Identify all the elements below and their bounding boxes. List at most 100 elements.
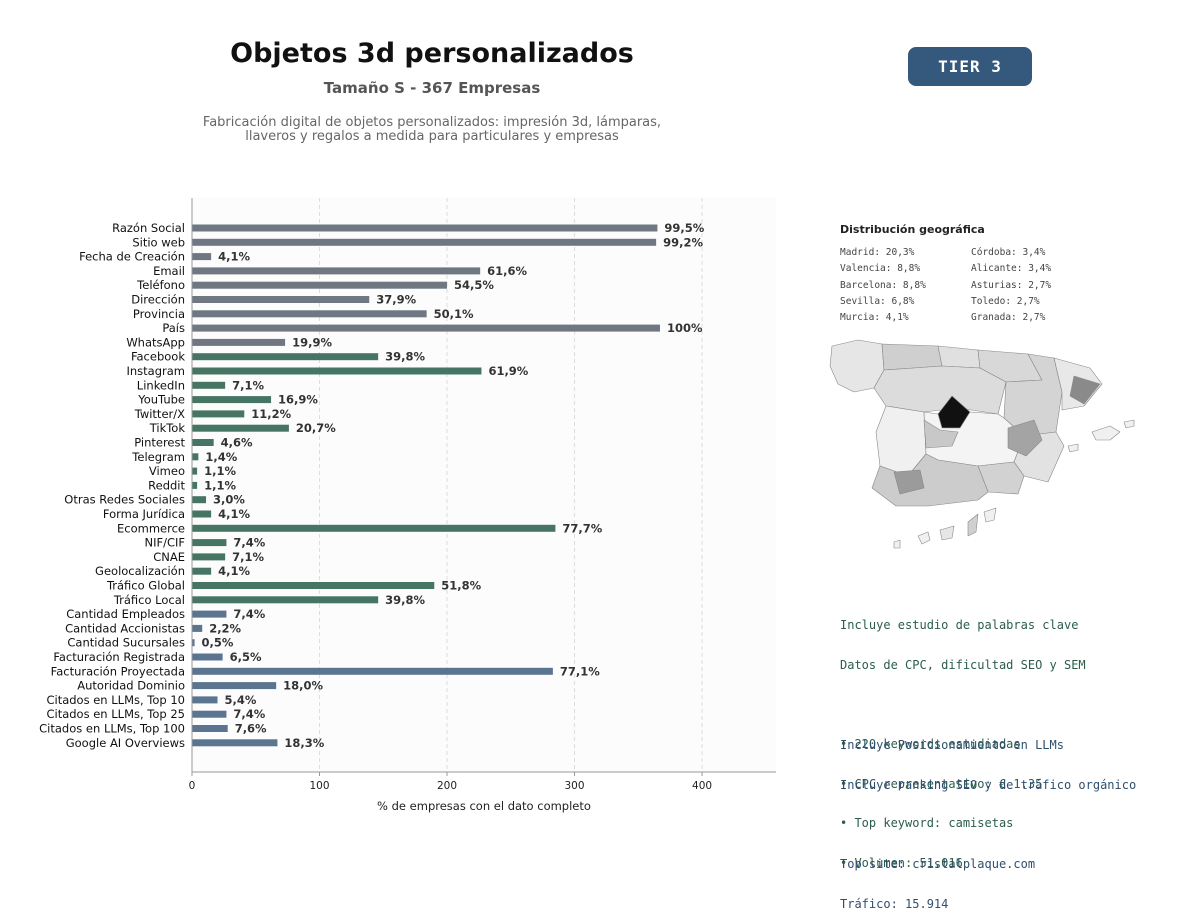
map-region-baleares [1091,425,1121,441]
data-label: 6,5% [230,650,262,664]
geo-item: Valencia: 8,8% [840,263,921,275]
geo-item: Murcia: 4,1% [840,312,909,324]
y-tick-label: Facturación Registrada [53,650,185,664]
bar [192,596,379,604]
bar [192,481,198,489]
data-label: 1,1% [204,478,236,492]
data-label: 54,5% [454,278,494,292]
bar [192,281,448,289]
map-region-canarias-2 [939,525,955,541]
keywords-block: Incluye estudio de palabras clave Datos … [840,593,1086,883]
bar [192,496,207,504]
geo-item: Córdoba: 3,4% [971,247,1046,258]
bar [192,324,660,332]
chart-x-ticks: 0 100 200 300 400 [189,772,712,792]
data-label: 0,5% [202,636,234,650]
y-tick-label: Cantidad Sucursales [67,636,185,650]
map-region-canarias-5 [893,539,901,549]
data-label: 18,3% [284,736,324,750]
y-tick-label: País [162,321,185,335]
bar [192,696,218,704]
bar [192,439,214,446]
geo-item: Alicante: 3,4% [971,263,1052,275]
data-label: 1,1% [204,464,236,478]
bar [192,553,226,561]
bar [192,238,657,246]
y-tick-label: WhatsApp [126,335,185,349]
y-tick-label: Geolocalización [95,564,185,578]
map-region-canarias-1 [917,531,931,545]
bar [192,682,277,690]
geo-item: Asturias: 2,7% [971,279,1052,291]
y-tick-label: Facturación Proyectada [51,664,185,678]
llm-line-1: Incluye Posicionamiento en LLMs [840,738,1064,753]
data-label: 16,9% [278,393,318,407]
data-label: 7,6% [235,722,267,736]
x-tick-label: 200 [437,780,457,792]
y-tick-label: YouTube [137,393,185,407]
y-tick-label: Tráfico Global [106,579,185,593]
y-tick-label: Pinterest [134,436,185,450]
y-tick-label: Email [153,264,185,278]
y-tick-label: Forma Jurídica [103,507,185,521]
page-description: Fabricación digital de objetos personali… [182,116,682,144]
geo-item: Granada: 2,7% [971,312,1046,324]
llm-line-2: Incluye ranking SEO y de tráfico orgánic… [840,778,1137,793]
bar [192,453,199,461]
data-label: 7,4% [233,607,265,621]
bar [192,224,658,232]
data-label: 4,1% [218,507,250,521]
bar [192,510,212,518]
y-tick-label: Citados en LLMs, Top 100 [39,722,185,736]
y-tick-label: Instagram [126,364,185,378]
chart-grid [319,198,703,772]
x-tick-label: 0 [189,780,196,792]
data-label: 50,1% [434,307,474,321]
y-tick-label: Fecha de Creación [79,250,185,264]
keywords-bullet-2: • CPC representativo: € 1.35 [840,776,1043,791]
map-region-ibiza [1067,443,1079,453]
bar [192,539,227,547]
data-label: 7,1% [232,550,264,564]
y-tick-label: Citados en LLMs, Top 10 [46,693,185,707]
y-tick-label: Ecommerce [117,521,185,535]
y-tick-label: Citados en LLMs, Top 25 [46,707,185,721]
y-tick-label: TikTok [149,421,186,435]
bar [192,725,228,732]
y-tick-label: Facebook [131,350,185,364]
data-label: 4,6% [221,436,253,450]
spain-choropleth-map [829,339,1135,549]
bar [192,739,278,747]
data-label: 7,4% [233,536,265,550]
bar [192,296,370,303]
x-tick-label: 100 [309,780,329,792]
tier-badge: TIER 3 [908,47,1032,86]
description-line-2: llaveros y regalos a medida para particu… [245,129,619,144]
geo-list: Madrid: 20,3% Córdoba: 3,4% Valencia: 8,… [840,246,1110,324]
x-tick-label: 300 [565,780,585,792]
map-region-cantabria [937,345,981,369]
y-tick-label: Razón Social [112,221,185,235]
data-label: 61,9% [488,364,528,378]
geo-item: Madrid: 20,3% [840,247,915,258]
llm-top-site: Top site: cristalplaque.com [840,857,1036,872]
data-label: 4,1% [218,564,250,578]
bar [192,353,379,361]
map-region-castilla-leon [873,365,1007,415]
data-label: 61,6% [487,264,527,278]
bar [192,424,289,432]
y-tick-label: Telegram [131,450,185,464]
map-region-valencia-province [1007,419,1043,457]
data-label: 11,2% [251,407,291,421]
keywords-bullet-3: • Top keyword: camisetas [840,816,1014,831]
data-label: 7,1% [232,378,264,392]
data-label: 2,2% [209,621,241,635]
data-label: 51,8% [441,579,481,593]
x-axis-label: % de empresas con el dato completo [377,799,591,813]
map-region-menorca [1123,419,1135,429]
y-tick-label: Teléfono [136,278,185,292]
bar [192,639,195,647]
data-label: 99,5% [664,221,704,235]
y-tick-label: Google AI Overviews [66,736,185,750]
